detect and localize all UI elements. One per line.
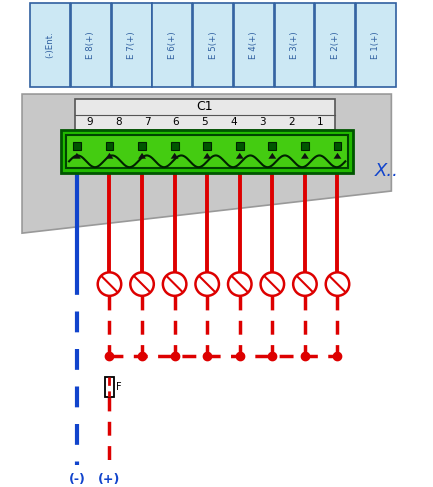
Text: (-): (-) bbox=[68, 473, 85, 486]
Polygon shape bbox=[73, 153, 81, 159]
Bar bbox=[73, 142, 81, 150]
Text: E 8(+): E 8(+) bbox=[87, 31, 95, 59]
Text: F: F bbox=[116, 382, 122, 392]
Bar bbox=[152, 3, 192, 87]
Text: 9: 9 bbox=[86, 117, 93, 128]
Polygon shape bbox=[106, 153, 113, 159]
Polygon shape bbox=[22, 94, 391, 233]
Text: 4: 4 bbox=[230, 117, 237, 128]
Text: E 2(+): E 2(+) bbox=[331, 31, 340, 59]
Bar bbox=[193, 3, 233, 87]
Circle shape bbox=[195, 272, 219, 296]
Text: X..: X.. bbox=[375, 163, 399, 181]
Bar bbox=[112, 3, 152, 87]
Bar bbox=[75, 99, 335, 131]
Text: 5: 5 bbox=[201, 117, 208, 128]
Text: E 1(+): E 1(+) bbox=[372, 31, 381, 59]
Bar bbox=[268, 142, 276, 150]
Text: 1: 1 bbox=[317, 117, 323, 128]
Text: E 7(+): E 7(+) bbox=[127, 31, 136, 59]
Polygon shape bbox=[138, 153, 146, 159]
Bar bbox=[333, 142, 341, 150]
Text: 7: 7 bbox=[144, 117, 150, 128]
Text: 6: 6 bbox=[173, 117, 179, 128]
Polygon shape bbox=[236, 153, 244, 159]
Polygon shape bbox=[203, 153, 211, 159]
Bar bbox=[61, 131, 353, 173]
Text: E 3(+): E 3(+) bbox=[290, 31, 299, 59]
Bar bbox=[171, 142, 178, 150]
Bar bbox=[106, 142, 113, 150]
Bar bbox=[356, 3, 396, 87]
Circle shape bbox=[293, 272, 317, 296]
Bar bbox=[234, 3, 274, 87]
Text: (-)Ent.: (-)Ent. bbox=[46, 32, 55, 58]
Bar bbox=[301, 142, 309, 150]
Polygon shape bbox=[268, 153, 276, 159]
Text: E 4(+): E 4(+) bbox=[249, 31, 258, 59]
Bar bbox=[105, 377, 114, 397]
Polygon shape bbox=[171, 153, 178, 159]
Text: E 6(+): E 6(+) bbox=[168, 31, 177, 59]
Bar bbox=[66, 135, 348, 169]
Bar bbox=[315, 3, 355, 87]
Text: (+): (+) bbox=[98, 473, 121, 486]
Bar bbox=[275, 3, 314, 87]
Bar bbox=[71, 3, 111, 87]
Text: 3: 3 bbox=[259, 117, 266, 128]
Circle shape bbox=[228, 272, 252, 296]
Bar bbox=[236, 142, 244, 150]
Text: 8: 8 bbox=[115, 117, 122, 128]
Circle shape bbox=[163, 272, 186, 296]
Bar bbox=[30, 3, 70, 87]
Text: C1: C1 bbox=[197, 100, 213, 113]
Bar bbox=[203, 142, 211, 150]
Circle shape bbox=[130, 272, 154, 296]
Polygon shape bbox=[301, 153, 309, 159]
Text: 2: 2 bbox=[288, 117, 294, 128]
Polygon shape bbox=[333, 153, 341, 159]
Circle shape bbox=[98, 272, 121, 296]
Circle shape bbox=[261, 272, 284, 296]
Circle shape bbox=[326, 272, 349, 296]
Bar bbox=[138, 142, 146, 150]
Text: E 5(+): E 5(+) bbox=[209, 31, 217, 59]
